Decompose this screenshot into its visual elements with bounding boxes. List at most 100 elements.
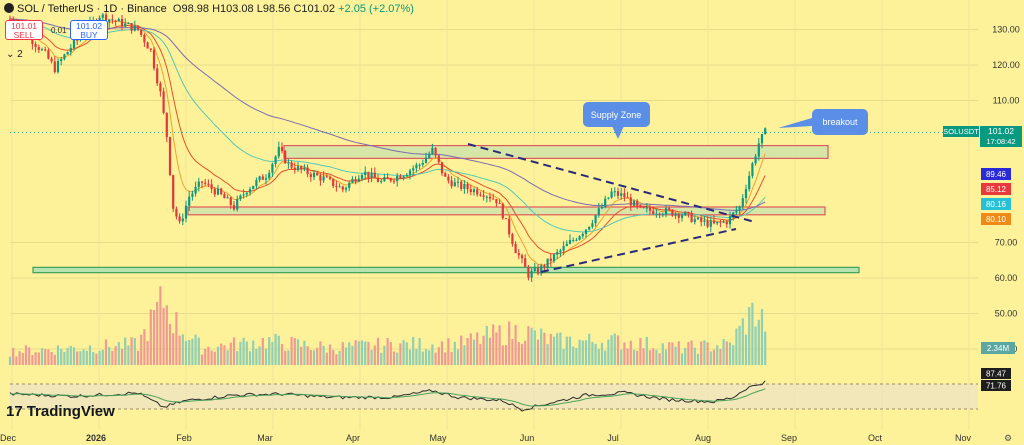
candle-body [258, 176, 261, 181]
volume-bar [661, 343, 664, 365]
volume-bar [28, 347, 31, 365]
volume-bar [268, 337, 271, 365]
sell-button[interactable]: 101.01 SELL [5, 20, 43, 40]
candle-body [751, 163, 754, 176]
candle-body [671, 209, 674, 216]
candle-body [226, 197, 229, 199]
buy-price: 101.02 [76, 21, 102, 31]
volume-bar [757, 319, 760, 365]
volume-bar [626, 348, 629, 365]
volume-bar [85, 350, 88, 365]
candle-body [565, 243, 568, 247]
volume-bar [204, 348, 207, 365]
volume-bar [645, 336, 648, 365]
volume-bar [274, 333, 277, 365]
volume-bar [479, 343, 482, 365]
volume-bar [751, 302, 754, 365]
volume-bar [360, 340, 364, 365]
price-tick-label: 120.00 [992, 60, 1020, 70]
volume-bar [584, 340, 588, 365]
volume-bar [540, 328, 543, 365]
tradingview-logo[interactable]: 17 TradingView [6, 403, 115, 420]
candle-body [556, 252, 559, 255]
volume-bar [37, 352, 40, 365]
candle-body [476, 189, 479, 195]
candle-body [591, 223, 594, 227]
time-label: Oct [868, 433, 883, 443]
candle-body [652, 210, 655, 214]
volume-bar [242, 337, 245, 365]
rsi-value-tag [981, 380, 1011, 391]
supply-zone-pointer [612, 126, 624, 139]
candle-body [434, 147, 437, 156]
candle-body [559, 250, 562, 253]
candle-body [332, 178, 335, 187]
volume-bar [748, 306, 751, 365]
time-label: Aug [695, 433, 711, 443]
volume-bar [373, 345, 376, 365]
volume-bar [18, 351, 21, 365]
volume-bar [258, 346, 261, 365]
time-axis[interactable]: Dec 2026 Feb Mar Apr May Jun Jul Aug Sep Oct Nov ⚙ [0, 430, 1024, 445]
ma-value-tag [981, 213, 1011, 225]
volume-bar [482, 335, 485, 365]
candle-body [600, 206, 604, 209]
candle-body [223, 194, 226, 199]
volume-bar [332, 349, 335, 365]
volume-bar [559, 332, 562, 365]
candle-body [584, 229, 588, 234]
volume-bar [175, 311, 178, 365]
indicator-toggle[interactable]: ⌄ 2 [6, 49, 23, 60]
candle-body [220, 188, 223, 195]
candle-body [530, 271, 533, 278]
volume-bar [172, 333, 175, 365]
candle-body [741, 198, 744, 207]
volume-bar [370, 349, 373, 365]
candle-body [604, 198, 607, 207]
time-label: Dec [0, 433, 16, 443]
candle-body [533, 268, 536, 272]
ma-value-text: 85.12 [986, 185, 1007, 194]
volume-bar [159, 286, 162, 365]
candle-body [428, 153, 431, 158]
candle-body [120, 19, 124, 27]
zone-rect [283, 144, 829, 159]
candle-body [268, 172, 271, 179]
ma-value-text: 89.46 [986, 170, 1007, 179]
volume-bar [293, 338, 296, 365]
volume-bar [709, 351, 712, 365]
volume-bar [34, 352, 37, 365]
buy-button[interactable]: 101.02 BUY [70, 20, 108, 40]
volume-bar [69, 345, 72, 365]
candle-body [540, 265, 543, 274]
candle-body [568, 240, 572, 244]
candle-body [236, 199, 239, 210]
price-axis[interactable]: 130.00120.00110.0070.0060.0050.0040.00SO… [943, 0, 1024, 430]
last-price-value: 101.02 [988, 126, 1014, 136]
time-label: Feb [176, 433, 192, 443]
volume-bar [565, 336, 568, 365]
candle-body [668, 208, 671, 210]
volume-bar [453, 341, 456, 365]
price-tick-label: 70.00 [995, 238, 1018, 248]
time-label: Jun [520, 433, 535, 443]
candle-body [597, 208, 600, 216]
volume-bar [194, 334, 197, 365]
candle-body [469, 189, 472, 193]
candle-body [69, 47, 72, 52]
volume-bar [245, 341, 248, 365]
candle-body [732, 212, 735, 216]
candle-body [472, 189, 476, 193]
symbol-title[interactable]: SOL / TetherUS · 1D · Binance [17, 3, 167, 15]
candle-body [760, 134, 764, 144]
volume-bar [210, 350, 213, 365]
candle-body [399, 175, 402, 179]
volume-bar [236, 351, 239, 365]
volume-bar [367, 341, 370, 365]
candle-body [504, 218, 508, 220]
price-tick-label: 50.00 [995, 309, 1018, 319]
volume-bar [725, 341, 728, 365]
candle-body [200, 181, 204, 183]
volume-bar [546, 344, 549, 365]
candle-body [66, 51, 69, 55]
